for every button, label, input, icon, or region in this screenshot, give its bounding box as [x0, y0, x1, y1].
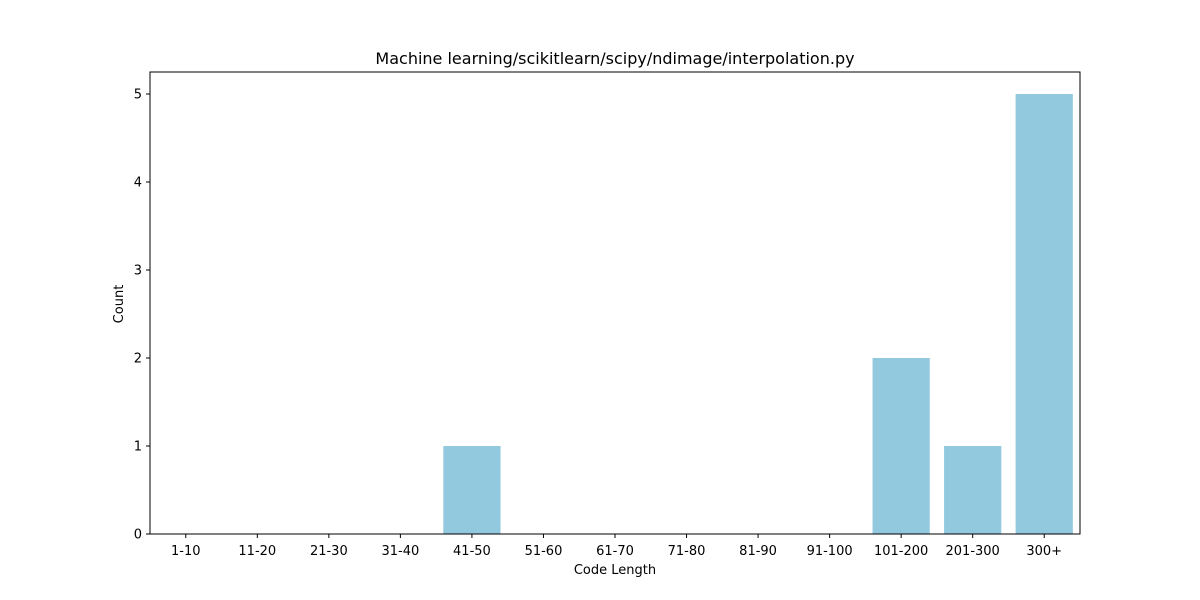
bar-300+ [1015, 94, 1073, 534]
bar-201-300 [944, 446, 1002, 534]
x-tick-label: 11-20 [238, 544, 276, 559]
y-tick-label: 0 [134, 528, 142, 543]
x-tick-label: 21-30 [310, 544, 348, 559]
x-axis-ticks: 1-10 11-20 21-30 31-40 41-50 51-60 61-70 71-80 8… [171, 534, 1062, 559]
x-tick-label: 300+ [1026, 544, 1062, 559]
y-tick-label: 3 [134, 264, 142, 279]
x-tick-label: 91-100 [807, 544, 853, 559]
x-tick-label: 51-60 [525, 544, 563, 559]
x-tick-label: 201-300 [946, 544, 1000, 559]
y-tick-label: 1 [134, 440, 142, 455]
chart-title: Machine learning/scikitlearn/scipy/ndima… [375, 49, 854, 68]
x-tick-label: 41-50 [453, 544, 491, 559]
bar-41-50 [443, 446, 501, 534]
x-tick-label: 101-200 [874, 544, 928, 559]
plot-frame [149, 71, 1081, 535]
x-tick-label: 61-70 [596, 544, 634, 559]
y-axis-label: Count [112, 285, 127, 324]
x-tick-label: 1-10 [171, 544, 201, 559]
y-tick-label: 4 [134, 176, 142, 191]
x-tick-label: 71-80 [668, 544, 706, 559]
bars-group [443, 94, 1073, 534]
bar-101-200 [872, 358, 930, 534]
y-tick-label: 5 [134, 88, 142, 103]
x-tick-label: 81-90 [739, 544, 777, 559]
y-axis-ticks: 0 1 2 3 4 5 [134, 88, 150, 543]
x-axis-label: Code Length [574, 563, 656, 578]
y-tick-label: 2 [134, 352, 142, 367]
x-tick-label: 31-40 [381, 544, 419, 559]
